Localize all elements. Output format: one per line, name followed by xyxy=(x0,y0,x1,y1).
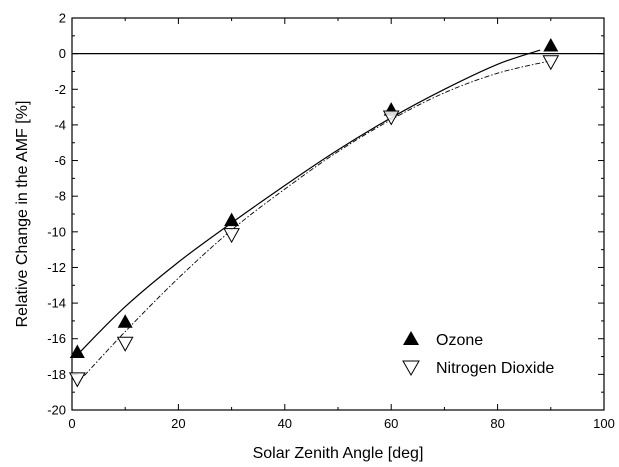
x-tick-label: 40 xyxy=(278,416,292,431)
y-tick-label: -18 xyxy=(47,367,66,382)
x-tick-label: 80 xyxy=(490,416,504,431)
legend-marker-ozone xyxy=(403,331,419,345)
point-ozone xyxy=(117,314,133,328)
ticks xyxy=(71,17,605,411)
point-nitrogen-dioxide xyxy=(542,55,560,71)
legend-item-nitrogen-dioxide: Nitrogen Dioxide xyxy=(402,360,554,377)
y-tick-label: -20 xyxy=(47,403,66,418)
point-ozone xyxy=(224,212,240,227)
y-tick-label: -12 xyxy=(47,260,66,275)
legend-label-nitrogen-dioxide: Nitrogen Dioxide xyxy=(436,360,554,377)
fit-line-ozone xyxy=(76,49,541,356)
point-nitrogen-dioxide xyxy=(116,336,134,352)
point-nitrogen-dioxide xyxy=(382,110,400,126)
x-tick-label: 60 xyxy=(384,416,398,431)
fit-line-nitrogen-dioxide xyxy=(76,60,551,384)
point-ozone xyxy=(543,38,559,52)
plot-area xyxy=(71,17,605,411)
x-tick-label: 20 xyxy=(171,416,185,431)
point-nitrogen-dioxide xyxy=(223,228,240,244)
y-tick-label: -4 xyxy=(54,117,66,132)
y-tick-label: -14 xyxy=(47,296,66,311)
point-ozone xyxy=(69,344,85,358)
y-tick-label: -6 xyxy=(54,153,66,168)
legend: Ozone Nitrogen Dioxide xyxy=(402,331,554,377)
y-tick-label: 0 xyxy=(59,46,66,61)
y-tick-label: -16 xyxy=(47,331,66,346)
markers xyxy=(68,38,560,388)
legend-item-ozone: Ozone xyxy=(403,331,483,349)
y-tick-label: 2 xyxy=(59,11,66,26)
x-tick-label: 0 xyxy=(68,416,75,431)
legend-label-ozone: Ozone xyxy=(436,332,483,349)
fit-lines xyxy=(76,49,551,384)
y-tick-label: -10 xyxy=(47,224,66,239)
y-tick-label: -2 xyxy=(54,82,66,97)
x-axis-title: Solar Zenith Angle [deg] xyxy=(253,445,424,462)
legend-marker-nitrogen-dioxide xyxy=(402,360,420,377)
point-nitrogen-dioxide xyxy=(68,372,86,388)
y-tick-label: -8 xyxy=(54,189,66,204)
y-axis-title: Relative Change in the AMF [%] xyxy=(14,101,31,328)
tick-labels: 0 20 40 60 80 100-20-18-16-14-12-10-8-6-4-202 xyxy=(47,11,615,432)
x-tick-label: 100 xyxy=(593,416,615,431)
